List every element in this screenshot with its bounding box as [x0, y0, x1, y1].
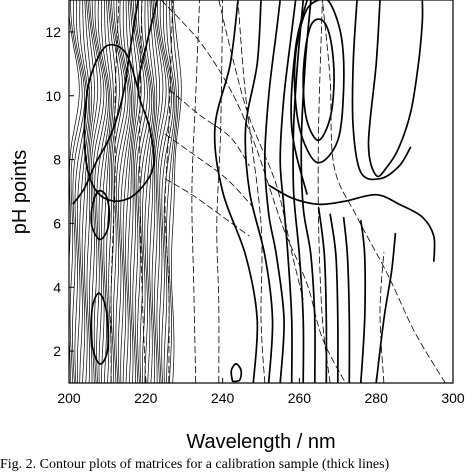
thin-contour-line — [218, 0, 304, 301]
thin-contour-line — [139, 0, 147, 383]
figure-caption: Fig. 2. Contour plots of matrices for a … — [0, 457, 390, 472]
x-tick-label: 300 — [441, 390, 465, 406]
dense-contour-line — [144, 0, 156, 383]
thick-contour-line — [300, 0, 316, 383]
y-axis-title: pH points — [9, 150, 31, 235]
dense-contour-line — [98, 0, 111, 383]
dense-contour-line — [171, 0, 182, 383]
dense-contour-line — [81, 0, 93, 383]
dense-contour-line — [134, 0, 148, 383]
y-tick-label: 2 — [53, 343, 61, 359]
x-tick-label: 200 — [57, 390, 81, 406]
dense-contour-line — [108, 0, 120, 383]
dense-contour-line — [168, 0, 179, 383]
thick-contour-line — [244, 0, 274, 383]
thick-contour-line — [342, 216, 351, 383]
thin-contour-line — [160, 0, 346, 383]
thin-contour-line — [191, 0, 200, 383]
x-tick-label: 220 — [134, 390, 158, 406]
dense-contour-line — [72, 0, 86, 383]
thin-contour-line — [317, 0, 331, 383]
y-tick-label: 12 — [45, 24, 61, 40]
thick-contour-line — [263, 0, 285, 383]
thick-contour-line — [213, 0, 259, 383]
plot-frame — [68, 0, 454, 384]
thick-contour-line — [292, 0, 305, 383]
dense-contour-line — [110, 0, 124, 383]
dense-contour-line — [120, 0, 132, 383]
thick-contour-line — [302, 18, 335, 142]
thin-contour-line — [322, 0, 446, 383]
thick-contour-line — [290, 0, 308, 195]
thick-contour-line — [317, 207, 328, 383]
thick-contour-line — [72, 0, 139, 205]
x-tick-label: 260 — [288, 390, 312, 406]
thick-contour-line — [293, 0, 345, 164]
dense-contour-line — [86, 0, 99, 383]
dense-contour-line — [93, 0, 107, 383]
dense-contour-band — [69, 0, 182, 383]
dense-contour-line — [69, 0, 83, 383]
thin-contour-line — [216, 0, 223, 383]
y-tick-label: 6 — [53, 215, 61, 231]
y-tick-label: 10 — [45, 88, 61, 104]
dense-contour-line — [158, 0, 172, 383]
dense-contour-line — [89, 0, 102, 383]
x-tick-label: 240 — [211, 390, 235, 406]
dense-contour-line — [117, 0, 131, 383]
thin-contour-line — [164, 133, 254, 208]
dense-contour-line — [69, 10, 80, 383]
thin-contour-line — [164, 0, 174, 383]
dense-contour-line — [151, 0, 164, 383]
thick-contour-line — [268, 184, 436, 262]
y-tick-label: 4 — [53, 279, 61, 295]
thick-contour-line — [351, 0, 412, 181]
dense-contour-line — [156, 0, 170, 383]
thick-contour-line — [90, 189, 111, 241]
dense-contour-line — [79, 0, 91, 383]
dense-contour-line — [125, 0, 136, 383]
axis-ticks: 200 220 240 260 280 300 2 4 6 8 10 12 — [45, 24, 464, 406]
thin-contour-line — [237, 0, 266, 383]
dense-contour-line — [149, 0, 160, 383]
dense-contour-line — [84, 0, 95, 383]
thick-contour-line — [367, 0, 424, 178]
thin-contour-line — [110, 0, 120, 383]
thick-contour-line — [329, 213, 339, 383]
dense-contour-line — [127, 0, 139, 383]
dense-contour-line — [105, 0, 117, 383]
thick-contour-line — [279, 0, 297, 383]
x-axis-title: Wavelength / nm — [186, 431, 335, 453]
dense-contour-line — [161, 0, 174, 383]
thick-contour-line — [90, 292, 109, 365]
thin-contour-line — [379, 252, 385, 383]
thick-contour-line — [375, 232, 397, 383]
dense-contour-line — [76, 0, 89, 383]
dense-contour-line — [74, 0, 88, 383]
thick-contour-line — [359, 220, 366, 383]
y-tick-label: 8 — [53, 152, 61, 168]
dense-contour-line — [103, 0, 114, 383]
contour-lines — [72, 0, 446, 383]
x-tick-label: 280 — [365, 390, 389, 406]
thin-contour-line — [164, 178, 250, 237]
dense-contour-line — [154, 0, 167, 383]
dense-contour-line — [115, 0, 129, 383]
dense-contour-line — [130, 0, 142, 383]
dense-contour-line — [142, 0, 154, 383]
dense-contour-line — [146, 0, 158, 383]
thick-contour-line — [230, 363, 243, 383]
